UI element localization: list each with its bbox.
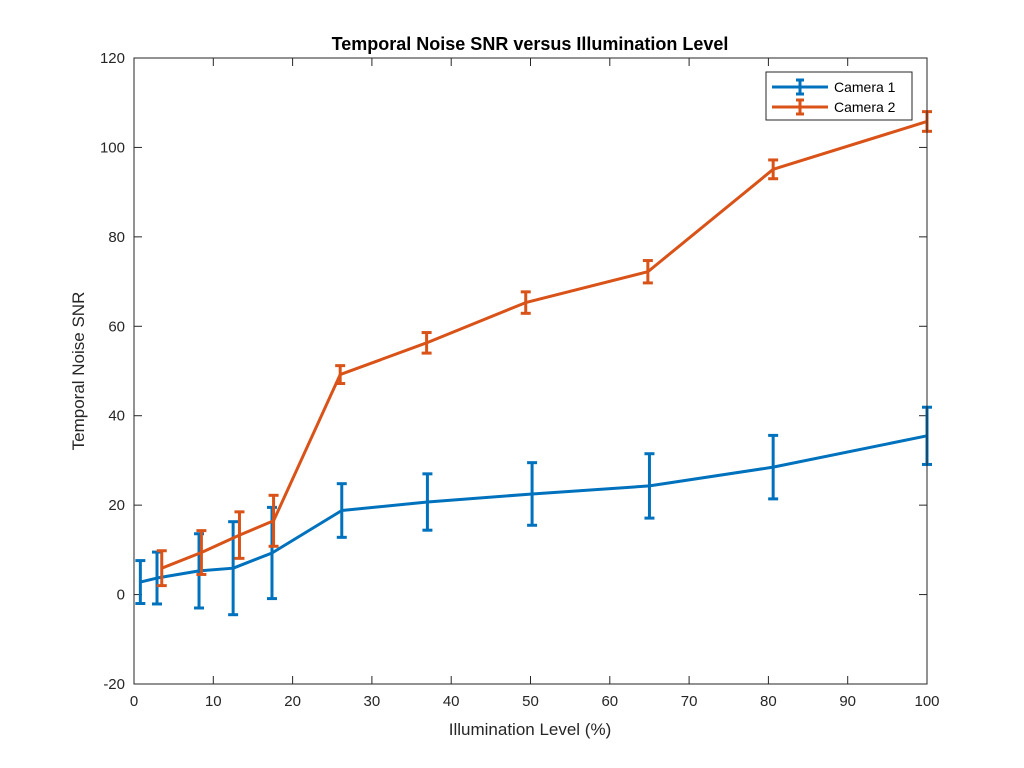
legend-entry-2: Camera 2 xyxy=(772,98,896,116)
x-tick-label: 10 xyxy=(205,693,222,710)
ticks-layer: 0 10 20 30 40 50 60 70 80 90 100 -20 0 20 40 60 80 100 120 xyxy=(100,50,940,710)
x-tick-label: 50 xyxy=(522,693,539,710)
x-tick-label: 80 xyxy=(760,693,777,710)
legend-entry-1-label: Camera 1 xyxy=(834,79,896,95)
y-tick-label: 120 xyxy=(100,50,125,67)
legend-box xyxy=(765,71,913,121)
y-tick-label: 40 xyxy=(108,408,125,425)
x-tick-label: 60 xyxy=(601,693,618,710)
plot-area xyxy=(134,58,927,684)
x-axis-label: Illumination Level (%) xyxy=(449,720,612,739)
x-tick-label: 100 xyxy=(914,693,939,710)
y-axis-label: Temporal Noise SNR xyxy=(69,292,88,451)
series-layer xyxy=(135,110,932,617)
series-2-line xyxy=(161,120,928,570)
x-tick-label: 20 xyxy=(284,693,301,710)
legend: Camera 1 Camera 2 xyxy=(765,71,913,121)
legend-entry-1: Camera 1 xyxy=(772,78,896,96)
chart-title: Temporal Noise SNR versus Illumination L… xyxy=(332,34,729,54)
y-tick-label: -20 xyxy=(103,676,125,693)
x-tick-label: 40 xyxy=(443,693,460,710)
y-tick-label: 0 xyxy=(117,587,125,604)
x-tick-label: 0 xyxy=(130,693,138,710)
x-tick-label: 30 xyxy=(364,693,381,710)
y-tick-label: 100 xyxy=(100,139,125,156)
plot-frame xyxy=(133,57,928,685)
legend-entry-2-label: Camera 2 xyxy=(834,99,896,115)
y-tick-label: 60 xyxy=(108,318,125,335)
y-tick-label: 20 xyxy=(108,497,125,514)
x-tick-label: 90 xyxy=(839,693,856,710)
x-tick-label: 70 xyxy=(681,693,698,710)
y-tick-label: 80 xyxy=(108,229,125,246)
